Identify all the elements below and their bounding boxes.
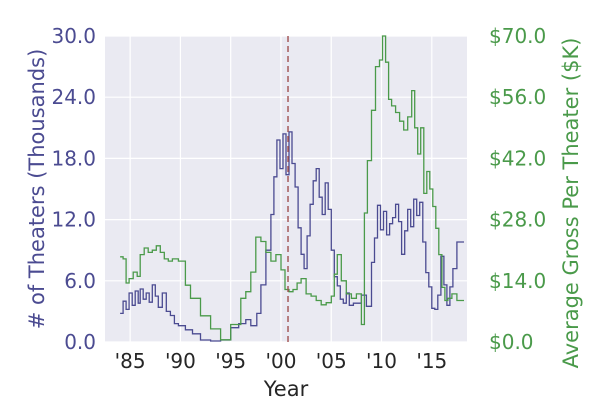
x-tick-label: '00 <box>265 349 296 373</box>
x-tick-label: '05 <box>316 349 347 373</box>
x-tick-label: '10 <box>366 349 397 373</box>
x-tick-label: '85 <box>115 349 146 373</box>
left-tick-label: 24.0 <box>51 85 96 109</box>
right-axis-ticks: $0.0 $14.0 $28.0 $42.0 $56.0 $70.0 <box>489 24 546 354</box>
x-axis-title: Year <box>263 377 309 401</box>
right-tick-label: $70.0 <box>489 24 546 48</box>
gross-series-line <box>120 35 464 341</box>
series-layer <box>120 35 464 342</box>
right-tick-label: $42.0 <box>489 146 546 170</box>
left-tick-label: 6.0 <box>64 269 96 293</box>
x-tick-label: '90 <box>165 349 196 373</box>
right-tick-label: $56.0 <box>489 85 546 109</box>
left-tick-label: 0.0 <box>64 330 96 354</box>
right-tick-label: $14.0 <box>489 269 546 293</box>
right-axis-title: Average Gross Per Theater ($K) <box>559 38 583 369</box>
left-axis-ticks: 0.0 6.0 12.0 18.0 24.0 30.0 <box>51 24 96 354</box>
left-tick-label: 18.0 <box>51 146 96 170</box>
x-tick-label: '95 <box>215 349 246 373</box>
x-axis-ticks: '85 '90 '95 '00 '05 '10 '15 <box>115 349 448 373</box>
theaters-series-line <box>120 131 464 342</box>
right-tick-label: $28.0 <box>489 208 546 232</box>
x-tick-label: '15 <box>416 349 447 373</box>
left-tick-label: 12.0 <box>51 208 96 232</box>
left-axis-title: # of Theaters (Thousands) <box>25 49 49 330</box>
left-tick-label: 30.0 <box>51 24 96 48</box>
plot-area <box>105 36 467 342</box>
right-tick-label: $0.0 <box>489 330 534 354</box>
